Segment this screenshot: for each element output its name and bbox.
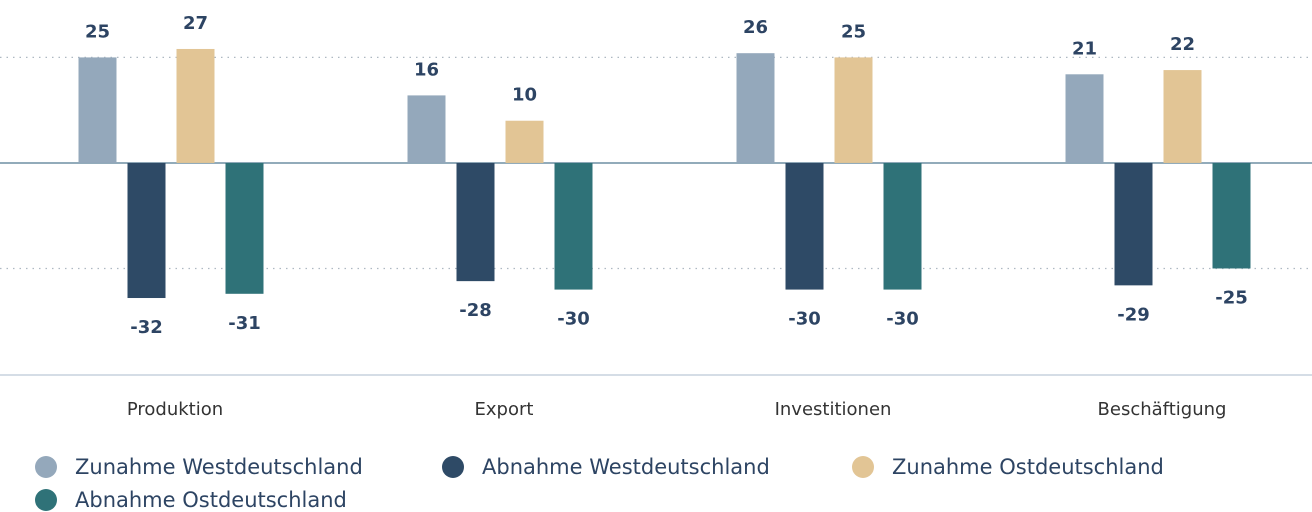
bar	[736, 53, 775, 163]
value-label: -25	[1215, 287, 1248, 308]
value-label: 26	[743, 17, 768, 38]
bar	[883, 162, 922, 290]
value-label: -31	[228, 313, 261, 334]
value-label: 25	[85, 21, 110, 42]
value-label: 27	[183, 13, 208, 34]
value-label: -32	[130, 317, 163, 338]
legend-label: Zunahme Ostdeutschland	[892, 455, 1164, 479]
bar	[225, 162, 264, 294]
bar	[78, 57, 117, 163]
bar	[1163, 70, 1202, 163]
value-label: -30	[557, 309, 590, 330]
bar	[456, 162, 495, 282]
value-label: 25	[841, 21, 866, 42]
bar	[505, 120, 544, 163]
bar	[1212, 162, 1251, 269]
bar	[834, 57, 873, 163]
value-label: 21	[1072, 38, 1097, 59]
legend-swatch	[35, 456, 57, 478]
legend-label: Abnahme Ostdeutschland	[75, 488, 347, 512]
value-label: 16	[414, 59, 439, 80]
bar	[785, 162, 824, 290]
value-label: -30	[886, 309, 919, 330]
bar	[1114, 162, 1153, 286]
legend-swatch	[442, 456, 464, 478]
legend-label: Abnahme Westdeutschland	[482, 455, 770, 479]
legend-swatch	[35, 489, 57, 511]
value-label: 22	[1170, 34, 1195, 55]
x-tick-label: Export	[475, 399, 534, 420]
value-label: -30	[788, 309, 821, 330]
bar	[407, 95, 446, 163]
bar	[127, 162, 166, 299]
bar	[1065, 74, 1104, 163]
x-tick-label: Beschäftigung	[1098, 399, 1227, 420]
legend-label: Zunahme Westdeutschland	[75, 455, 363, 479]
value-label: 10	[512, 85, 537, 106]
bar	[554, 162, 593, 290]
legend-swatch	[852, 456, 874, 478]
bar	[176, 48, 215, 163]
value-label: -29	[1117, 304, 1150, 325]
x-tick-label: Produktion	[127, 399, 223, 420]
x-tick-label: Investitionen	[775, 399, 892, 420]
value-label: -28	[459, 300, 492, 321]
